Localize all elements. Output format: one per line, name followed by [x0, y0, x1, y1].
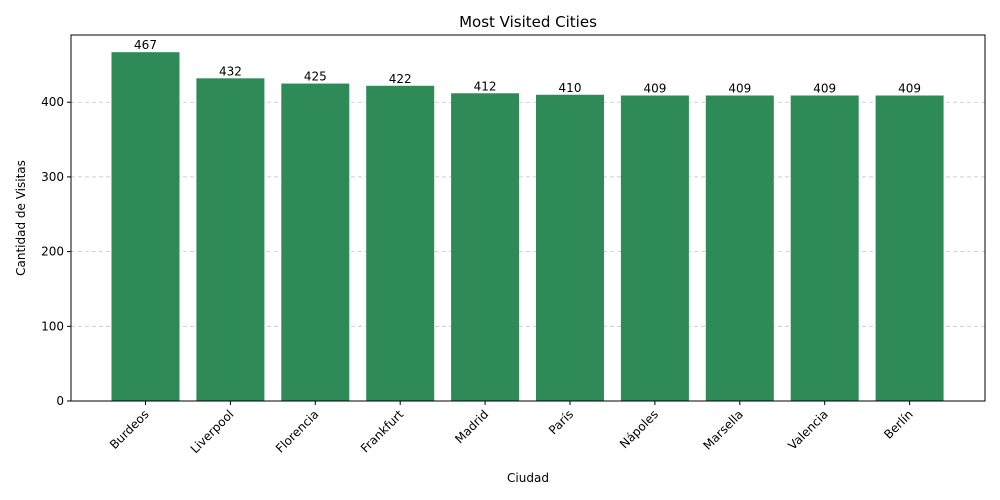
bars: [111, 52, 944, 402]
bar-value-label: 409: [898, 82, 921, 96]
bar-value-label: 409: [643, 82, 666, 96]
plot-frame: [70, 34, 986, 402]
y-axis-label: Cantidad de Visitas: [14, 160, 28, 276]
x-tick-label: Florencia: [273, 407, 321, 455]
bar: [790, 95, 859, 401]
value-labels: 467 432 425 422 412 410 409 409 409 409: [134, 38, 921, 95]
bar: [536, 94, 604, 402]
grid-lines: [71, 101, 985, 327]
bar-value-label: 409: [728, 82, 751, 96]
x-tick-label: Nápoles: [617, 407, 661, 451]
bar: [196, 78, 265, 401]
bar-value-label: 412: [474, 79, 497, 93]
bar: [366, 85, 435, 401]
y-tick-label: 0: [56, 394, 64, 408]
bar: [111, 52, 180, 401]
x-tick-label: Burdeos: [107, 407, 152, 452]
x-tick-label: París: [546, 407, 576, 437]
bar-value-label: 425: [304, 70, 327, 84]
x-axis-ticks: Burdeos Liverpool Florencia Frankfurt Madrid…: [107, 401, 916, 456]
y-tick-label: 100: [41, 319, 64, 333]
bar-value-label: 422: [389, 72, 412, 86]
x-tick-label: Liverpool: [188, 407, 237, 456]
x-tick-label: Madrid: [452, 407, 491, 446]
y-axis-ticks: 0 100 200 300 400: [41, 95, 71, 408]
bar: [705, 95, 774, 401]
bar-value-label: 467: [134, 38, 157, 52]
chart-title: Most Visited Cities: [459, 13, 597, 31]
y-tick-label: 200: [41, 245, 64, 259]
x-tick-label: Berlín: [881, 407, 916, 442]
bar: [620, 95, 689, 401]
x-axis-label: Ciudad: [507, 471, 549, 485]
bar: [281, 83, 350, 401]
bar: [875, 95, 944, 401]
bar-value-label: 410: [559, 81, 582, 95]
bar-value-label: 409: [813, 82, 836, 96]
bar: [451, 93, 520, 401]
x-tick-label: Frankfurt: [358, 407, 407, 456]
x-tick-label: Marsella: [700, 407, 745, 452]
bar-value-label: 432: [219, 64, 242, 78]
x-tick-label: Valencia: [785, 407, 830, 452]
y-tick-label: 300: [41, 170, 64, 184]
y-tick-label: 400: [41, 95, 64, 109]
